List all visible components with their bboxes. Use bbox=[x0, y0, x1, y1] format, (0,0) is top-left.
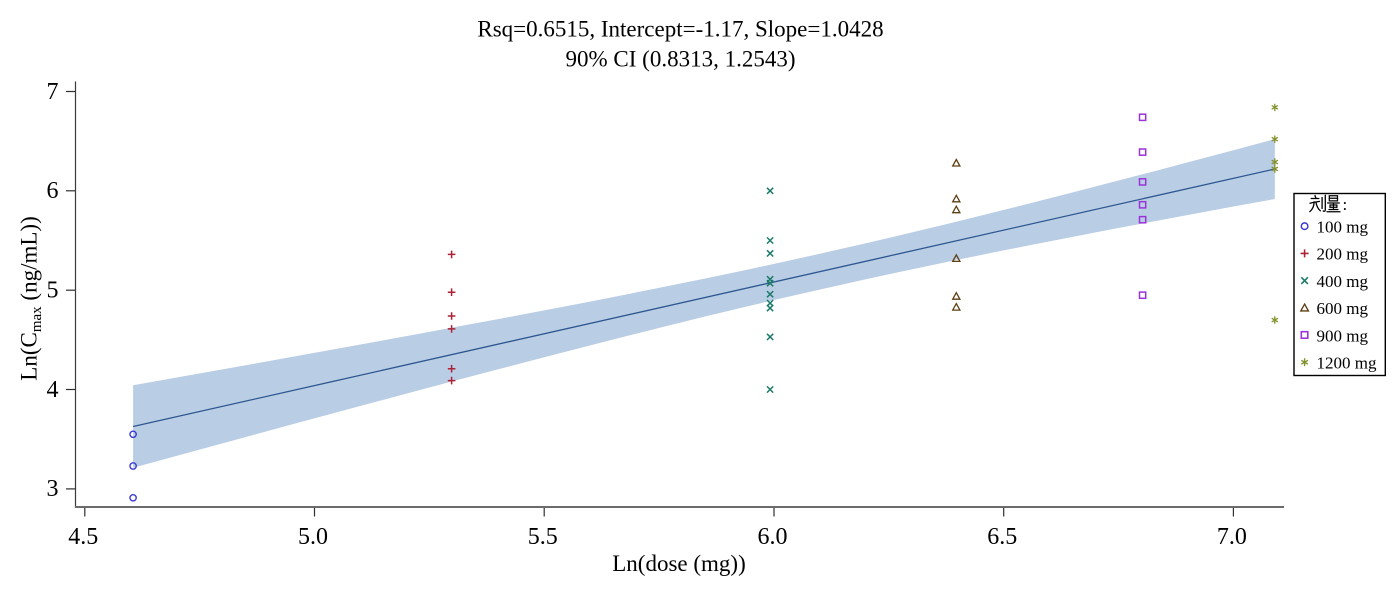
svg-text:6.0: 6.0 bbox=[758, 524, 788, 550]
svg-text:90% CI (0.8313, 1.2543): 90% CI (0.8313, 1.2543) bbox=[566, 47, 796, 72]
svg-text:7.0: 7.0 bbox=[1217, 524, 1247, 550]
svg-text:900 mg: 900 mg bbox=[1317, 326, 1369, 345]
svg-text::: : bbox=[1343, 195, 1348, 214]
svg-text:4: 4 bbox=[47, 377, 59, 403]
svg-text:200 mg: 200 mg bbox=[1317, 245, 1369, 264]
svg-text:6.5: 6.5 bbox=[987, 524, 1017, 550]
svg-text:1200 mg: 1200 mg bbox=[1317, 354, 1377, 373]
svg-text:5.5: 5.5 bbox=[528, 524, 558, 550]
svg-text:3: 3 bbox=[47, 476, 59, 502]
svg-text:100 mg: 100 mg bbox=[1317, 218, 1369, 237]
svg-text:6: 6 bbox=[47, 178, 59, 204]
svg-text:600 mg: 600 mg bbox=[1317, 299, 1369, 318]
svg-text:400 mg: 400 mg bbox=[1317, 272, 1369, 291]
svg-text:4.5: 4.5 bbox=[68, 524, 98, 550]
svg-text:5: 5 bbox=[47, 278, 59, 304]
svg-text:Ln(dose (mg)): Ln(dose (mg)) bbox=[612, 551, 746, 576]
svg-text:5.0: 5.0 bbox=[298, 524, 328, 550]
svg-text:Ln(Cmax (ng/mL)): Ln(Cmax (ng/mL)) bbox=[17, 216, 46, 380]
svg-text:Rsq=0.6515, Intercept=-1.17, S: Rsq=0.6515, Intercept=-1.17, Slope=1.042… bbox=[477, 17, 883, 42]
svg-text:7: 7 bbox=[47, 79, 59, 105]
